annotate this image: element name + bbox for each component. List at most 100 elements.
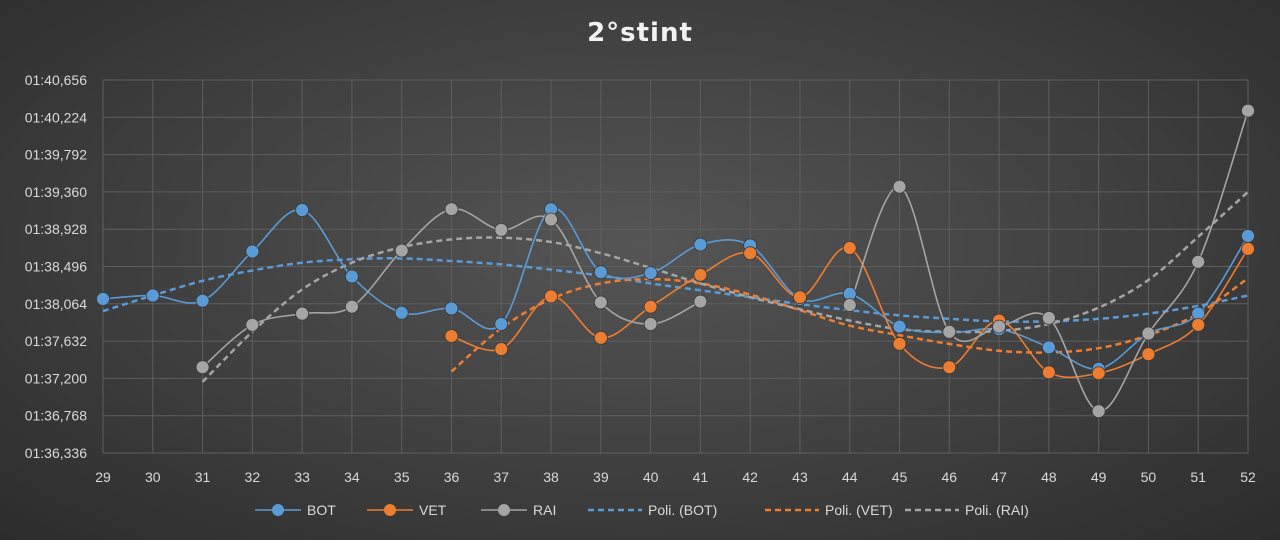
data-point-rai[interactable] bbox=[394, 243, 409, 258]
data-point-rai[interactable] bbox=[693, 294, 708, 309]
data-point-rai[interactable] bbox=[842, 298, 857, 312]
x-tick-label: 43 bbox=[792, 469, 808, 485]
x-tick-label: 47 bbox=[991, 469, 1007, 485]
legend-label: Poli. (RAI) bbox=[965, 502, 1029, 518]
data-point-vet[interactable] bbox=[1091, 366, 1106, 381]
y-tick-label: 01:38,928 bbox=[25, 221, 87, 237]
data-point-rai[interactable] bbox=[544, 212, 558, 227]
x-tick-label: 50 bbox=[1141, 469, 1157, 485]
data-point-bot[interactable] bbox=[693, 237, 708, 252]
legend-label: RAI bbox=[533, 502, 556, 518]
data-point-vet[interactable] bbox=[743, 246, 758, 261]
data-point-bot[interactable] bbox=[96, 292, 110, 306]
legend[interactable]: BOT VET RAI Poli. (BOT) Poli. (VET) Poli. (RA… bbox=[255, 502, 1029, 518]
data-point-vet[interactable] bbox=[1191, 317, 1206, 332]
data-point-rai[interactable] bbox=[1191, 254, 1206, 269]
data-point-vet[interactable] bbox=[793, 290, 807, 305]
x-tick-label: 32 bbox=[245, 469, 261, 485]
legend-item-poli-bot[interactable]: Poli. (BOT) bbox=[588, 502, 717, 518]
data-point-rai[interactable] bbox=[444, 202, 459, 217]
x-axis: 29 30 31 32 33 34 35 36 37 38 39 40 41 42 43 44 45 46 47 48… bbox=[95, 469, 1256, 485]
data-point-rai[interactable] bbox=[195, 360, 210, 375]
data-point-rai[interactable] bbox=[245, 317, 260, 332]
x-tick-label: 49 bbox=[1091, 469, 1107, 485]
data-point-bot[interactable] bbox=[1041, 340, 1056, 355]
x-tick-label: 39 bbox=[593, 469, 609, 485]
x-tick-label: 42 bbox=[742, 469, 758, 485]
x-tick-label: 34 bbox=[344, 469, 360, 485]
data-point-bot[interactable] bbox=[195, 293, 210, 308]
data-point-bot[interactable] bbox=[145, 288, 160, 303]
x-tick-label: 44 bbox=[842, 469, 858, 485]
trendlines bbox=[102, 190, 1249, 383]
legend-item-poli-vet[interactable]: Poli. (VET) bbox=[765, 502, 893, 518]
data-point-rai[interactable] bbox=[1091, 404, 1106, 419]
data-point-vet[interactable] bbox=[942, 360, 957, 375]
legend-item-poli-rai[interactable]: Poli. (RAI) bbox=[905, 502, 1029, 518]
data-point-vet[interactable] bbox=[544, 289, 558, 304]
data-point-bot[interactable] bbox=[643, 266, 658, 280]
x-tick-label: 51 bbox=[1190, 469, 1206, 485]
legend-label: Poli. (VET) bbox=[825, 502, 893, 518]
data-point-bot[interactable] bbox=[245, 244, 260, 259]
data-point-rai[interactable] bbox=[1041, 311, 1056, 325]
data-point-bot[interactable] bbox=[1241, 229, 1255, 243]
data-point-rai[interactable] bbox=[1241, 103, 1255, 118]
legend-label: BOT bbox=[307, 502, 336, 518]
legend-label: Poli. (BOT) bbox=[648, 502, 717, 518]
data-point-vet[interactable] bbox=[1141, 347, 1156, 362]
data-point-rai[interactable] bbox=[345, 299, 359, 314]
y-tick-label: 01:37,200 bbox=[25, 370, 87, 386]
legend-marker bbox=[498, 504, 510, 516]
data-point-vet[interactable] bbox=[892, 336, 907, 351]
data-point-bot[interactable] bbox=[394, 305, 409, 320]
data-point-rai[interactable] bbox=[593, 295, 608, 310]
grid bbox=[102, 79, 1249, 454]
legend-marker bbox=[384, 504, 396, 516]
x-tick-label: 35 bbox=[394, 469, 410, 485]
x-tick-label: 40 bbox=[643, 469, 659, 485]
x-tick-label: 29 bbox=[95, 469, 111, 485]
y-tick-label: 01:36,336 bbox=[25, 445, 87, 461]
x-tick-label: 37 bbox=[493, 469, 509, 485]
data-point-rai[interactable] bbox=[643, 317, 658, 331]
data-point-bot[interactable] bbox=[593, 265, 608, 280]
legend-item-rai[interactable]: RAI bbox=[481, 502, 556, 518]
legend-item-bot[interactable]: BOT bbox=[255, 502, 336, 518]
data-point-rai[interactable] bbox=[494, 222, 509, 237]
data-point-vet[interactable] bbox=[842, 241, 857, 255]
data-point-rai[interactable] bbox=[892, 179, 907, 194]
x-tick-label: 31 bbox=[195, 469, 211, 485]
data-point-bot[interactable] bbox=[892, 319, 907, 334]
legend-item-vet[interactable]: VET bbox=[367, 502, 447, 518]
x-tick-label: 45 bbox=[892, 469, 908, 485]
data-point-vet[interactable] bbox=[593, 330, 608, 345]
y-tick-label: 01:38,496 bbox=[25, 259, 87, 275]
x-tick-label: 36 bbox=[444, 469, 460, 485]
y-tick-label: 01:39,360 bbox=[25, 184, 87, 200]
data-point-bot[interactable] bbox=[444, 301, 459, 316]
data-point-vet[interactable] bbox=[444, 329, 459, 343]
data-point-rai[interactable] bbox=[992, 319, 1006, 334]
data-point-bot[interactable] bbox=[494, 317, 509, 331]
trendline-poli-rai bbox=[201, 190, 1249, 383]
data-point-vet[interactable] bbox=[1041, 365, 1056, 380]
series-line-bot bbox=[102, 207, 1249, 370]
y-tick-label: 01:40,224 bbox=[25, 109, 87, 125]
data-point-vet[interactable] bbox=[494, 342, 509, 356]
data-point-rai[interactable] bbox=[1141, 326, 1156, 341]
data-point-vet[interactable] bbox=[643, 299, 658, 314]
x-tick-label: 41 bbox=[693, 469, 709, 485]
data-point-rai[interactable] bbox=[942, 324, 957, 339]
data-point-vet[interactable] bbox=[1241, 241, 1255, 256]
data-point-rai[interactable] bbox=[295, 306, 310, 321]
legend-label: VET bbox=[419, 502, 447, 518]
data-point-vet[interactable] bbox=[693, 267, 708, 282]
chart-title: 2°stint bbox=[587, 18, 693, 48]
data-point-bot[interactable] bbox=[345, 269, 359, 284]
y-tick-label: 01:40,656 bbox=[25, 72, 87, 88]
y-tick-label: 01:39,792 bbox=[25, 147, 87, 163]
x-tick-label: 52 bbox=[1240, 469, 1256, 485]
data-point-bot[interactable] bbox=[295, 203, 310, 217]
